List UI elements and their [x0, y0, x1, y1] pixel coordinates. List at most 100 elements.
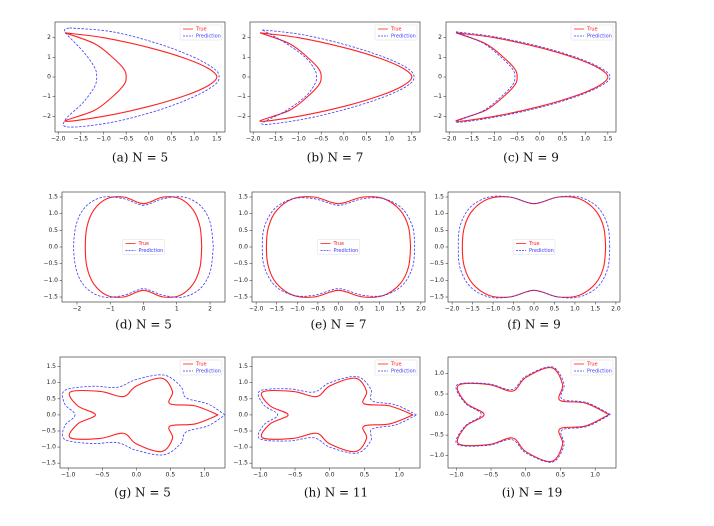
y-tick-label: 0.0 [46, 411, 56, 418]
x-tick-label: 0.5 [550, 306, 560, 313]
curve [259, 32, 413, 122]
y-tick-label: 0 [47, 74, 51, 81]
x-tick-label: 1.5 [212, 136, 222, 143]
x-tick-label: 1.0 [590, 472, 600, 479]
x-tick-label: 2 [208, 306, 212, 313]
y-tick-label: −2 [237, 113, 246, 120]
panel: −2.0 −1.5 −1.0 −0.5 0.0 0.5 1.0 1.5 2.0−1.5−1.0−… [429, 191, 621, 332]
curve [457, 195, 611, 299]
curve [257, 376, 417, 454]
caption: (c) N = 9 [503, 151, 559, 165]
x-tick-label: −1.0 [487, 136, 502, 143]
x-tick-label: 0.5 [360, 472, 370, 479]
y-tick-label: −1.0 [429, 277, 444, 284]
panel: −1.0 −0.5 0.0 0.5 1.0 −1.5 −1.0 −0.5 0.0 0.5 1.0 1.… [41, 356, 226, 500]
x-tick-label: 0.5 [166, 472, 176, 479]
x-tick-label: 0.0 [521, 472, 531, 479]
x-tick-label: −1.0 [486, 306, 501, 313]
y-tick-label: 0.5 [434, 391, 444, 398]
panel: −1.0 −0.5 0.0 0.5 1.0 −1.0 −0.5 0.0 0.5 1.0 TruePr… [429, 356, 617, 500]
legend-label: Prediction [196, 369, 221, 375]
caption: (b) N = 7 [307, 151, 364, 165]
y-tick-label: −1 [237, 93, 246, 100]
curve [62, 27, 220, 128]
x-tick-label: 1 [175, 306, 179, 313]
x-tick-label: −2 [73, 306, 82, 313]
x-tick-label: 2.0 [611, 306, 621, 313]
curve [61, 374, 226, 456]
x-tick-label: −1.0 [449, 472, 464, 479]
legend-label: True [333, 241, 345, 247]
y-tick-label: 2 [242, 34, 246, 41]
x-tick-label: 0 [142, 306, 146, 313]
x-tick-label: −1.0 [253, 472, 268, 479]
curve [265, 196, 412, 298]
x-tick-label: −2.0 [442, 136, 457, 143]
y-tick-label: 0 [438, 74, 442, 81]
legend-label: Prediction [391, 34, 416, 40]
x-tick-label: 0.0 [132, 472, 142, 479]
x-tick-label: −0.5 [288, 472, 303, 479]
legend-label: Prediction [587, 369, 612, 375]
y-tick-label: −1.5 [233, 294, 248, 301]
curve [260, 377, 414, 453]
curve [261, 197, 416, 297]
x-tick-label: −1.5 [465, 306, 480, 313]
y-tick-label: 1.0 [434, 210, 444, 217]
curve [455, 32, 609, 122]
x-tick-label: −1.0 [291, 136, 306, 143]
x-tick-label: 0.0 [529, 306, 539, 313]
legend-label: Prediction [391, 369, 416, 375]
x-tick-label: −1.5 [465, 136, 480, 143]
y-tick-label: 0.5 [434, 227, 444, 234]
y-tick-label: 1.5 [434, 194, 444, 201]
x-tick-label: −0.5 [311, 306, 326, 313]
panel: −2.0 −1.5 −1.0 −0.5 0.0 0.5 1.0 1.5 2.0−1.5−1.0−… [233, 191, 426, 332]
y-tick-label: 1.5 [48, 194, 58, 201]
plot-frame [447, 356, 617, 469]
x-tick-label: 1.0 [570, 306, 580, 313]
y-tick-label: 0.0 [238, 411, 248, 418]
y-tick-label: −1 [42, 93, 51, 100]
x-tick-label: 0.5 [558, 136, 568, 143]
x-tick-label: −0.5 [484, 472, 499, 479]
y-tick-label: −2 [433, 113, 442, 120]
legend-label: Prediction [139, 248, 164, 254]
y-tick-label: −1.0 [41, 444, 56, 451]
x-tick-label: 0.0 [339, 136, 349, 143]
y-tick-label: 1.0 [238, 210, 248, 217]
y-tick-label: 0.0 [434, 411, 444, 418]
curve [455, 31, 611, 123]
x-tick-label: 1.0 [384, 136, 394, 143]
y-tick-label: −2 [42, 113, 51, 120]
y-tick-label: −0.5 [429, 432, 444, 439]
y-tick-label: 2 [47, 34, 51, 41]
x-tick-label: −1.5 [74, 136, 89, 143]
x-tick-label: −1.5 [269, 136, 284, 143]
curve [84, 196, 203, 298]
legend-label: Prediction [529, 248, 554, 254]
curve [456, 367, 610, 463]
x-tick-label: −2.0 [249, 306, 264, 313]
y-tick-label: −1 [433, 93, 442, 100]
x-tick-label: −1.0 [96, 136, 111, 143]
plot-frame [249, 21, 421, 133]
legend-label: True [586, 27, 598, 33]
y-tick-label: −1.0 [43, 277, 58, 284]
x-tick-label: 1.5 [591, 306, 601, 313]
y-tick-label: −0.5 [43, 260, 58, 267]
x-tick-label: 1.5 [396, 306, 406, 313]
caption: (f) N = 9 [507, 318, 560, 332]
x-tick-label: 0.0 [325, 472, 335, 479]
x-tick-label: −0.5 [95, 472, 110, 479]
panel: −2 −1 0 1 2 −1.5 −1.0 −0.5 0.0 0.5 1.0 1.5 TruePredi… [43, 191, 226, 332]
y-tick-label: 1.5 [238, 194, 248, 201]
caption: (h) N = 11 [304, 486, 368, 500]
x-tick-label: 1.0 [394, 472, 404, 479]
legend-label: True [138, 241, 150, 247]
y-tick-label: −0.5 [41, 428, 56, 435]
caption: (g) N = 5 [114, 486, 171, 500]
x-tick-label: −0.5 [510, 136, 525, 143]
x-tick-label: −0.5 [119, 136, 134, 143]
legend-label: True [390, 27, 402, 33]
